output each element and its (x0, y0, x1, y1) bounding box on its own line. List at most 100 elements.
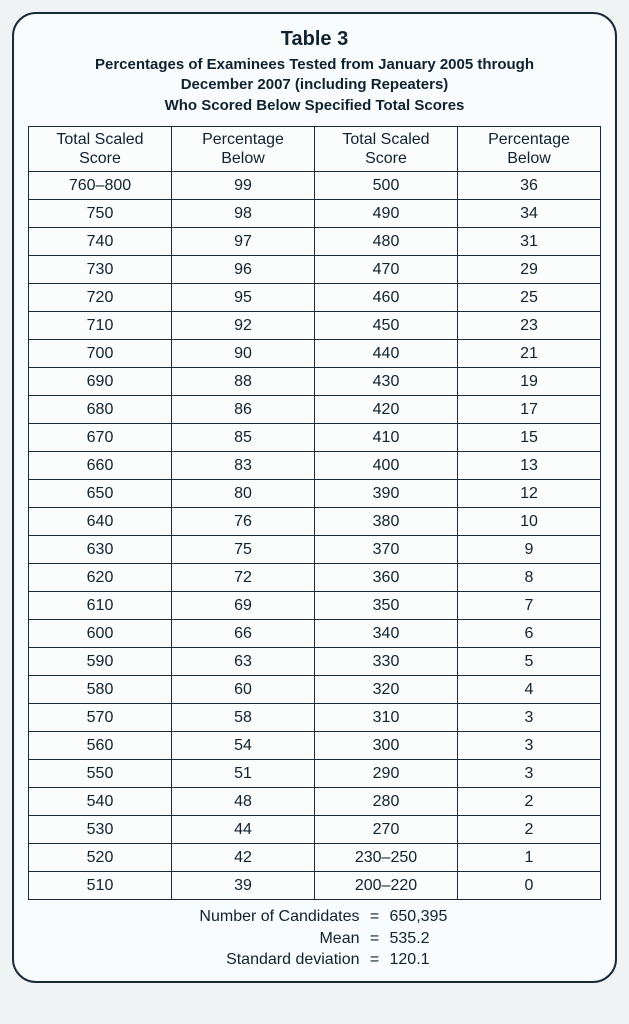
table-cell: 95 (172, 284, 315, 312)
table-row: 51039200–2200 (29, 872, 601, 900)
table-cell: 740 (29, 228, 172, 256)
table-cell: 370 (315, 536, 458, 564)
percentile-table: Total ScaledScorePercentageBelowTotal Sc… (28, 126, 601, 900)
table-cell: 29 (458, 256, 601, 284)
equals-sign: = (368, 906, 382, 928)
table-row: 560543003 (29, 732, 601, 760)
table-row: 7509849034 (29, 200, 601, 228)
table-cell: 650 (29, 480, 172, 508)
table-cell: 340 (315, 620, 458, 648)
column-header: Total ScaledScore (29, 126, 172, 171)
table-row: 7409748031 (29, 228, 601, 256)
stats-value: 120.1 (390, 949, 470, 971)
table-row: 6508039012 (29, 480, 601, 508)
table-row: 610693507 (29, 592, 601, 620)
table-cell: 280 (315, 788, 458, 816)
table-cell: 66 (172, 620, 315, 648)
table-cell: 6 (458, 620, 601, 648)
table-cell: 2 (458, 788, 601, 816)
table-cell: 530 (29, 816, 172, 844)
table-cell: 670 (29, 424, 172, 452)
table-cell: 75 (172, 536, 315, 564)
table-cell: 360 (315, 564, 458, 592)
table-row: 7209546025 (29, 284, 601, 312)
table-cell: 230–250 (315, 844, 458, 872)
stats-label: Number of Candidates (160, 906, 360, 928)
stats-label: Mean (160, 928, 360, 950)
table-cell: 720 (29, 284, 172, 312)
table-cell: 510 (29, 872, 172, 900)
table-cell: 5 (458, 648, 601, 676)
table-cell: 440 (315, 340, 458, 368)
table-cell: 200–220 (315, 872, 458, 900)
table-cell: 480 (315, 228, 458, 256)
table-cell: 8 (458, 564, 601, 592)
table-cell: 9 (458, 536, 601, 564)
table-cell: 300 (315, 732, 458, 760)
table-cell: 490 (315, 200, 458, 228)
table-cell: 400 (315, 452, 458, 480)
table-cell: 700 (29, 340, 172, 368)
subtitle-line: Percentages of Examinees Tested from Jan… (95, 56, 534, 73)
table-cell: 310 (315, 704, 458, 732)
table-cell: 2 (458, 816, 601, 844)
stats-value: 650,395 (390, 906, 470, 928)
table-cell: 540 (29, 788, 172, 816)
table-row: 7109245023 (29, 312, 601, 340)
table-cell: 680 (29, 396, 172, 424)
table-row: 760–8009950036 (29, 172, 601, 200)
table-row: 540482802 (29, 788, 601, 816)
table-cell: 380 (315, 508, 458, 536)
table-body: 760–800995003675098490347409748031730964… (29, 172, 601, 900)
table-cell: 60 (172, 676, 315, 704)
table-cell: 500 (315, 172, 458, 200)
table-row: 6608340013 (29, 452, 601, 480)
table-cell: 69 (172, 592, 315, 620)
table-cell: 51 (172, 760, 315, 788)
table-cell: 72 (172, 564, 315, 592)
table-row: 6708541015 (29, 424, 601, 452)
table-cell: 48 (172, 788, 315, 816)
stats-label: Standard deviation (160, 949, 360, 971)
column-header: Total ScaledScore (315, 126, 458, 171)
table-cell: 550 (29, 760, 172, 788)
table-cell: 15 (458, 424, 601, 452)
table-cell: 1 (458, 844, 601, 872)
table-cell: 590 (29, 648, 172, 676)
table-row: 530442702 (29, 816, 601, 844)
table-cell: 36 (458, 172, 601, 200)
table-cell: 76 (172, 508, 315, 536)
table-cell: 270 (315, 816, 458, 844)
table-cell: 80 (172, 480, 315, 508)
table-cell: 21 (458, 340, 601, 368)
table-cell: 13 (458, 452, 601, 480)
table-cell: 99 (172, 172, 315, 200)
subtitle-line: December 2007 (including Repeaters) (181, 76, 449, 93)
table-cell: 42 (172, 844, 315, 872)
table-row: 590633305 (29, 648, 601, 676)
equals-sign: = (368, 928, 382, 950)
table-cell: 25 (458, 284, 601, 312)
equals-sign: = (368, 949, 382, 971)
table-row: 620723608 (29, 564, 601, 592)
table-cell: 710 (29, 312, 172, 340)
table-cell: 3 (458, 732, 601, 760)
table-row: 6407638010 (29, 508, 601, 536)
table-row: 600663406 (29, 620, 601, 648)
table-row: 7309647029 (29, 256, 601, 284)
table-cell: 470 (315, 256, 458, 284)
subtitle-line: Who Scored Below Specified Total Scores (165, 97, 465, 114)
table-row: 630753709 (29, 536, 601, 564)
table-cell: 750 (29, 200, 172, 228)
table-cell: 12 (458, 480, 601, 508)
stats-value: 535.2 (390, 928, 470, 950)
table-cell: 610 (29, 592, 172, 620)
table-row: 52042230–2501 (29, 844, 601, 872)
table-cell: 23 (458, 312, 601, 340)
table-title: Table 3 (28, 28, 601, 51)
table-cell: 3 (458, 760, 601, 788)
table-cell: 19 (458, 368, 601, 396)
table-row: 6808642017 (29, 396, 601, 424)
table-cell: 31 (458, 228, 601, 256)
stats-row: Mean = 535.2 (28, 928, 601, 950)
